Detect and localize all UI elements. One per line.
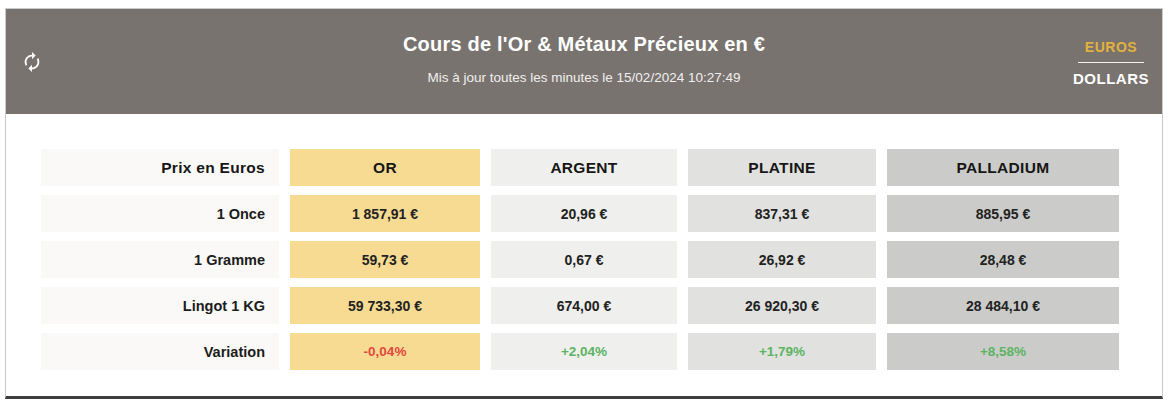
price-cell-or-once: 1 857,91 € [290, 195, 480, 232]
refresh-button[interactable] [18, 48, 46, 76]
row-label-gramme: 1 Gramme [41, 241, 279, 278]
price-table: Prix en Euros OR ARGENT PLATINE PALLADIU… [41, 149, 1162, 370]
price-cell-palladium-gramme: 28,48 € [887, 241, 1119, 278]
currency-option-dollars[interactable]: DOLLARS [1073, 70, 1149, 87]
price-cell-argent-lingot: 674,00 € [491, 287, 677, 324]
variation-cell-palladium: +8,58% [887, 333, 1119, 370]
variation-cell-argent: +2,04% [491, 333, 677, 370]
currency-option-euros[interactable]: EUROS [1085, 39, 1137, 55]
price-cell-platine-gramme: 26,92 € [688, 241, 876, 278]
row-label-lingot: Lingot 1 KG [41, 287, 279, 324]
column-header-platine: PLATINE [688, 149, 876, 186]
widget-header: Cours de l'Or & Métaux Précieux en € Mis… [6, 9, 1162, 114]
header-title-block: Cours de l'Or & Métaux Précieux en € Mis… [6, 9, 1162, 85]
price-cell-platine-lingot: 26 920,30 € [688, 287, 876, 324]
corner-label: Prix en Euros [41, 149, 279, 186]
column-header-palladium: PALLADIUM [887, 149, 1119, 186]
price-cell-platine-once: 837,31 € [688, 195, 876, 232]
page-title: Cours de l'Or & Métaux Précieux en € [6, 33, 1162, 56]
price-cell-or-lingot: 59 733,30 € [290, 287, 480, 324]
price-cell-argent-once: 20,96 € [491, 195, 677, 232]
update-subtitle: Mis à jour toutes les minutes le 15/02/2… [6, 70, 1162, 85]
currency-divider [1078, 62, 1144, 63]
gold-price-widget: Cours de l'Or & Métaux Précieux en € Mis… [5, 8, 1163, 399]
price-cell-argent-gramme: 0,67 € [491, 241, 677, 278]
variation-cell-or: -0,04% [290, 333, 480, 370]
price-cell-or-gramme: 59,73 € [290, 241, 480, 278]
variation-cell-platine: +1,79% [688, 333, 876, 370]
row-label-variation: Variation [41, 333, 279, 370]
currency-toggle: EUROS DOLLARS [1075, 39, 1147, 87]
column-header-or: OR [290, 149, 480, 186]
price-cell-palladium-once: 885,95 € [887, 195, 1119, 232]
refresh-icon [21, 51, 43, 73]
column-header-argent: ARGENT [491, 149, 677, 186]
price-cell-palladium-lingot: 28 484,10 € [887, 287, 1119, 324]
row-label-once: 1 Once [41, 195, 279, 232]
